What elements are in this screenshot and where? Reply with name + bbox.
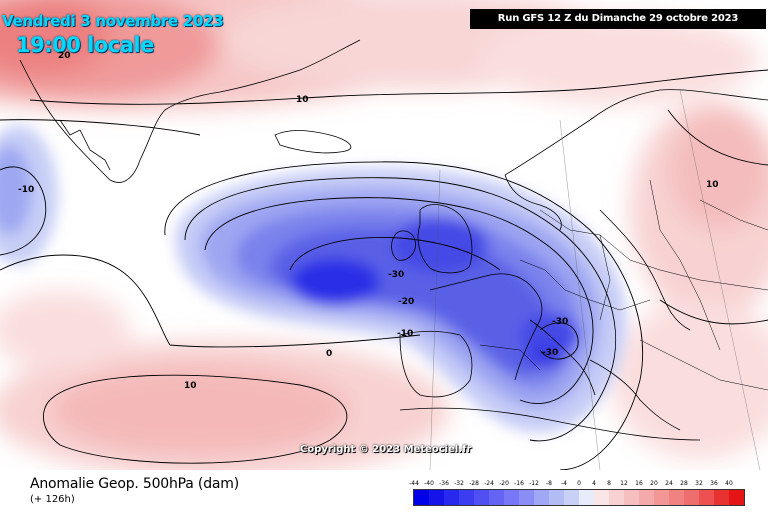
scale-color-cell — [609, 490, 624, 505]
scale-tick-label: -16 — [514, 480, 524, 487]
scale-tick-label: -32 — [454, 480, 464, 487]
contour-label: 10 — [706, 180, 719, 190]
scale-tick-label: -12 — [529, 480, 539, 487]
scale-color-cell — [699, 490, 714, 505]
iberia-coast — [399, 330, 473, 398]
scale-color-cell — [474, 490, 489, 505]
scale-tick-label: -44 — [409, 480, 419, 487]
contour-label: -30 — [552, 317, 569, 327]
scale-color-cell — [504, 490, 519, 505]
borders — [479, 179, 768, 391]
contour-label: -30 — [542, 348, 559, 358]
contour-0 — [164, 161, 643, 470]
italy-coast — [529, 319, 596, 396]
scale-tick-label: -40 — [424, 480, 434, 487]
positive-anomaly-east — [610, 100, 768, 460]
scale-color-cell — [579, 490, 594, 505]
lead-time: (+ 126h) — [30, 494, 75, 505]
graticule — [429, 89, 761, 470]
copyright-watermark: Copyright © 2023 Meteociel.fr — [300, 444, 472, 455]
contour-minus30 — [289, 237, 501, 271]
parameter-title: Anomalie Geop. 500hPa (dam) — [30, 476, 239, 492]
contour-10-atlantic — [43, 374, 348, 464]
scale-tick-label: -8 — [546, 480, 552, 487]
contour-10-north — [29, 69, 768, 105]
scale-color-cell — [429, 490, 444, 505]
scale-color-cell — [459, 490, 474, 505]
contour-label: 10 — [184, 381, 197, 391]
contour-minus20 — [204, 197, 594, 404]
scale-tick-label: 28 — [680, 480, 688, 487]
forecast-time: 19:00 locale — [16, 33, 154, 57]
positive-anomaly-atlantic — [0, 290, 450, 470]
anomaly-map: Vendredi 3 novembre 2023 19:00 locale Ru… — [0, 0, 768, 470]
scale-tick-label: -36 — [439, 480, 449, 487]
scale-tick-label: -4 — [561, 480, 567, 487]
iceland-coast — [274, 130, 352, 154]
scandinavia-coast — [504, 89, 768, 176]
positive-anomaly-greenland — [0, 0, 760, 110]
run-banner: Run GFS 12 Z du Dimanche 29 octobre 2023 — [470, 9, 766, 29]
scale-color-cell — [534, 490, 549, 505]
contour-minus10-west — [0, 166, 47, 256]
scale-tick-label: 12 — [620, 480, 628, 487]
ireland-coast — [391, 230, 417, 261]
contour-label: -10 — [18, 185, 35, 195]
scale-color-cell — [639, 490, 654, 505]
scale-tick-label: 24 — [665, 480, 673, 487]
coastlines — [19, 39, 768, 441]
scale-tick-label: 40 — [725, 480, 733, 487]
scale-color-cell — [714, 490, 729, 505]
scale-tick-label: 16 — [635, 480, 643, 487]
scale-tick-label: 32 — [695, 480, 703, 487]
scale-color-cell — [669, 490, 684, 505]
scale-color-cell — [624, 490, 639, 505]
contour-label: -10 — [397, 329, 414, 339]
contour-label: -20 — [398, 297, 415, 307]
scale-color-cell — [684, 490, 699, 505]
scale-tick-label: 0 — [577, 480, 581, 487]
scale-tick-label: 36 — [710, 480, 718, 487]
scale-color-cell — [519, 490, 534, 505]
contour-label: 10 — [296, 95, 309, 105]
contour-0-south — [0, 254, 421, 348]
scale-color-cell — [564, 490, 579, 505]
negative-anomaly-trough — [175, 167, 627, 433]
scale-color-cell — [414, 490, 429, 505]
color-scale: -44 -40 -36 -32 -28 -24 -20 -16 -12 -8 -4 0 4 8 12 16 20… — [409, 480, 753, 510]
contour-lines — [0, 69, 768, 470]
scale-tick-label: 4 — [592, 480, 596, 487]
scale-tick-label: -28 — [469, 480, 479, 487]
scale-color-cell — [654, 490, 669, 505]
scale-tick-label: -24 — [484, 480, 494, 487]
britain-coast — [417, 204, 473, 274]
contour-label: 20 — [58, 51, 71, 61]
greenland-coast — [19, 39, 361, 183]
contour-label: 0 — [326, 349, 333, 359]
africa-coast — [399, 407, 701, 441]
scale-color-cell — [594, 490, 609, 505]
forecast-date: Vendredi 3 novembre 2023 — [2, 12, 224, 30]
scale-color-cell — [489, 490, 504, 505]
france-coast — [429, 273, 543, 381]
contour-minus10 — [184, 177, 617, 442]
scale-tick-label: -20 — [499, 480, 509, 487]
scale-color-cell — [729, 490, 744, 505]
contour-label: -30 — [388, 270, 405, 280]
scale-color-cell — [444, 490, 459, 505]
scale-tick-label: 20 — [650, 480, 658, 487]
scale-color-cell — [549, 490, 564, 505]
scale-tick-label: 8 — [607, 480, 611, 487]
color-bar — [413, 489, 745, 506]
